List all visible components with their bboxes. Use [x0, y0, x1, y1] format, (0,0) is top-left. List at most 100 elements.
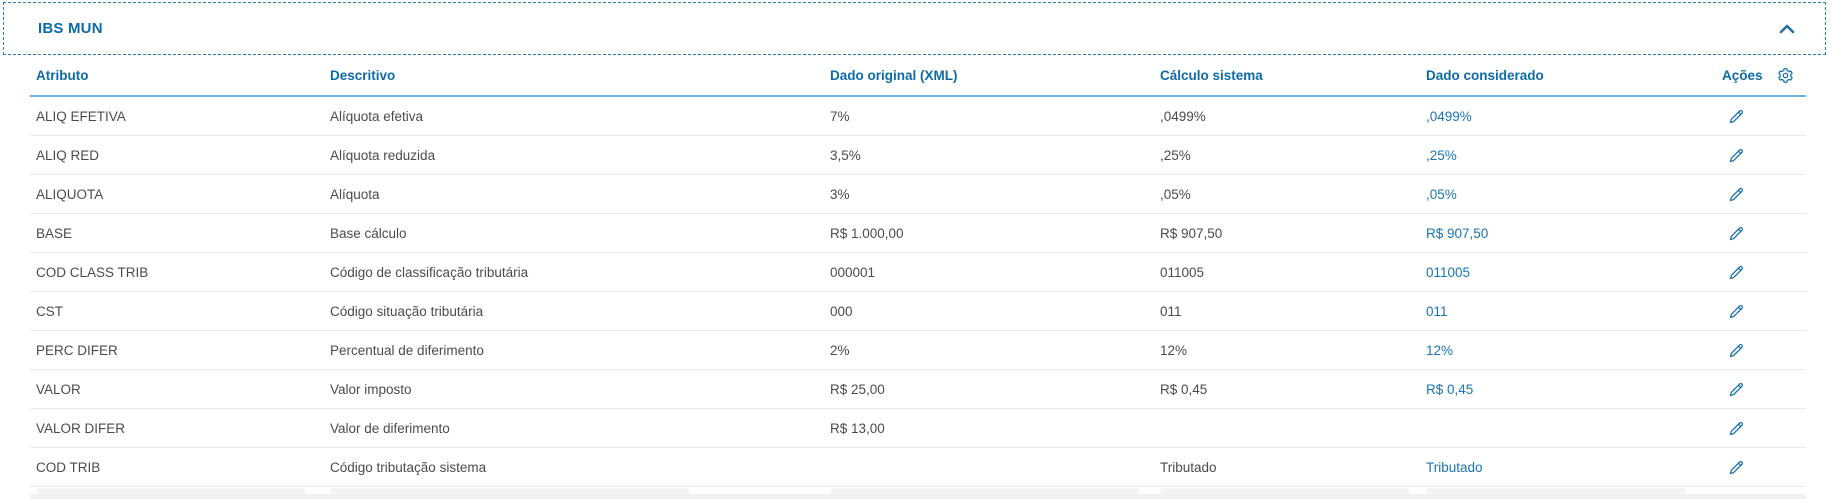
cell-acoes: [1700, 184, 1806, 205]
cell-dado-original: 3%: [830, 186, 850, 202]
cell-dado-considerado: 011: [1426, 303, 1448, 319]
cell-acoes: [1700, 457, 1806, 478]
cell-calculo-sistema: ,0499%: [1160, 108, 1206, 124]
collapse-button[interactable]: [1775, 20, 1799, 38]
edit-button[interactable]: [1726, 145, 1747, 166]
edit-button[interactable]: [1726, 340, 1747, 361]
cell-atributo: BASE: [36, 225, 73, 241]
column-header-dado-considerado: Dado considerado: [1426, 67, 1544, 83]
pencil-icon: [1728, 108, 1745, 125]
table-row: ALIQUOTA Alíquota 3% ,05% ,05%: [30, 175, 1806, 214]
cell-dado-original: R$ 13,00: [830, 420, 885, 436]
cell-atributo: VALOR DIFER: [36, 420, 126, 436]
cell-acoes: [1700, 262, 1806, 283]
cell-descritivo: Alíquota reduzida: [330, 147, 436, 163]
table-row: VALOR Valor imposto R$ 25,00 R$ 0,45 R$ …: [30, 370, 1806, 409]
edit-button[interactable]: [1726, 379, 1747, 400]
cell-descritivo: Alíquota: [330, 186, 380, 202]
cell-descritivo: Código tributação sistema: [330, 459, 487, 475]
cell-dado-original: 000001: [830, 264, 876, 280]
edit-button[interactable]: [1726, 262, 1747, 283]
cell-atributo: ALIQ RED: [36, 147, 100, 163]
cell-calculo-sistema: Tributado: [1160, 459, 1217, 475]
cell-descritivo: Código situação tributária: [330, 303, 484, 319]
cell-calculo-sistema: 011005: [1160, 264, 1205, 280]
table-settings-button[interactable]: [1775, 65, 1796, 86]
skeleton-bar: [330, 488, 690, 494]
cell-acoes: [1700, 301, 1806, 322]
edit-button[interactable]: [1726, 106, 1747, 127]
pencil-icon: [1728, 147, 1745, 164]
cell-dado-original: R$ 1.000,00: [830, 225, 904, 241]
gear-icon: [1777, 67, 1794, 84]
column-header-calculo-sistema: Cálculo sistema: [1160, 67, 1263, 83]
skeleton-bar: [830, 488, 1140, 494]
cell-atributo: ALIQUOTA: [36, 186, 104, 202]
cell-atributo: VALOR: [36, 381, 81, 397]
pencil-icon: [1728, 225, 1745, 242]
pencil-icon: [1728, 303, 1745, 320]
skeleton-bar: [36, 488, 306, 494]
cell-acoes: [1700, 145, 1806, 166]
column-header-dado-original: Dado original (XML): [830, 67, 958, 83]
cutoff-next-row: [30, 487, 1806, 499]
table-row: COD TRIB Código tributação sistema Tribu…: [30, 448, 1806, 487]
skeleton-bar: [1426, 488, 1686, 494]
table-row: BASE Base cálculo R$ 1.000,00 R$ 907,50 …: [30, 214, 1806, 253]
cell-calculo-sistema: R$ 0,45: [1160, 381, 1208, 397]
cell-descritivo: Valor imposto: [330, 381, 412, 397]
cell-descritivo: Base cálculo: [330, 225, 407, 241]
cell-atributo: COD TRIB: [36, 459, 101, 475]
cell-dado-considerado: Tributado: [1426, 459, 1483, 475]
chevron-up-icon: [1779, 24, 1795, 34]
skeleton-bar: [1160, 488, 1410, 494]
table-row: COD CLASS TRIB Código de classificação t…: [30, 253, 1806, 292]
cell-dado-original: 7%: [830, 108, 850, 124]
table-row: ALIQ RED Alíquota reduzida 3,5% ,25% ,25…: [30, 136, 1806, 175]
pencil-icon: [1728, 186, 1745, 203]
cell-dado-original: R$ 25,00: [830, 381, 885, 397]
cell-dado-original: 000: [830, 303, 853, 319]
skeleton-base: [30, 494, 1806, 499]
edit-button[interactable]: [1726, 184, 1747, 205]
pencil-icon: [1728, 381, 1745, 398]
cell-atributo: CST: [36, 303, 63, 319]
table-header-row: Atributo Descritivo Dado original (XML) …: [30, 55, 1806, 97]
cell-descritivo: Percentual de diferimento: [330, 342, 484, 358]
pencil-icon: [1728, 459, 1745, 476]
edit-button[interactable]: [1726, 457, 1747, 478]
pencil-icon: [1728, 420, 1745, 437]
edit-button[interactable]: [1726, 418, 1747, 439]
column-header-atributo: Atributo: [36, 67, 89, 83]
cell-dado-considerado: R$ 0,45: [1426, 381, 1474, 397]
cell-atributo: ALIQ EFETIVA: [36, 108, 126, 124]
table-row: CST Código situação tributária 000 011 0…: [30, 292, 1806, 331]
panel-title: IBS MUN: [38, 20, 103, 37]
table-body: ALIQ EFETIVA Alíquota efetiva 7% ,0499% …: [30, 97, 1806, 487]
cell-descritivo: Alíquota efetiva: [330, 108, 424, 124]
cell-dado-considerado: ,0499%: [1426, 108, 1472, 124]
acoes-label: Ações: [1722, 67, 1763, 83]
cell-calculo-sistema: 12%: [1160, 342, 1188, 358]
pencil-icon: [1728, 342, 1745, 359]
edit-button[interactable]: [1726, 301, 1747, 322]
table-row: VALOR DIFER Valor de diferimento R$ 13,0…: [30, 409, 1806, 448]
ibs-mun-table: Atributo Descritivo Dado original (XML) …: [30, 55, 1806, 487]
cell-dado-considerado: 12%: [1426, 342, 1454, 358]
table-row: ALIQ EFETIVA Alíquota efetiva 7% ,0499% …: [30, 97, 1806, 136]
column-header-acoes: Ações: [1700, 65, 1806, 86]
edit-button[interactable]: [1726, 223, 1747, 244]
cell-acoes: [1700, 418, 1806, 439]
column-header-descritivo: Descritivo: [330, 67, 396, 83]
cell-calculo-sistema: ,25%: [1160, 147, 1191, 163]
cell-descritivo: Código de classificação tributária: [330, 264, 529, 280]
pencil-icon: [1728, 264, 1745, 281]
cell-calculo-sistema: ,05%: [1160, 186, 1191, 202]
cell-dado-considerado: R$ 907,50: [1426, 225, 1489, 241]
cell-calculo-sistema: 011: [1160, 303, 1182, 319]
cell-atributo: COD CLASS TRIB: [36, 264, 149, 280]
cell-acoes: [1700, 379, 1806, 400]
ibs-mun-panel-header[interactable]: IBS MUN: [3, 2, 1826, 55]
cell-dado-considerado: 011005: [1426, 264, 1471, 280]
